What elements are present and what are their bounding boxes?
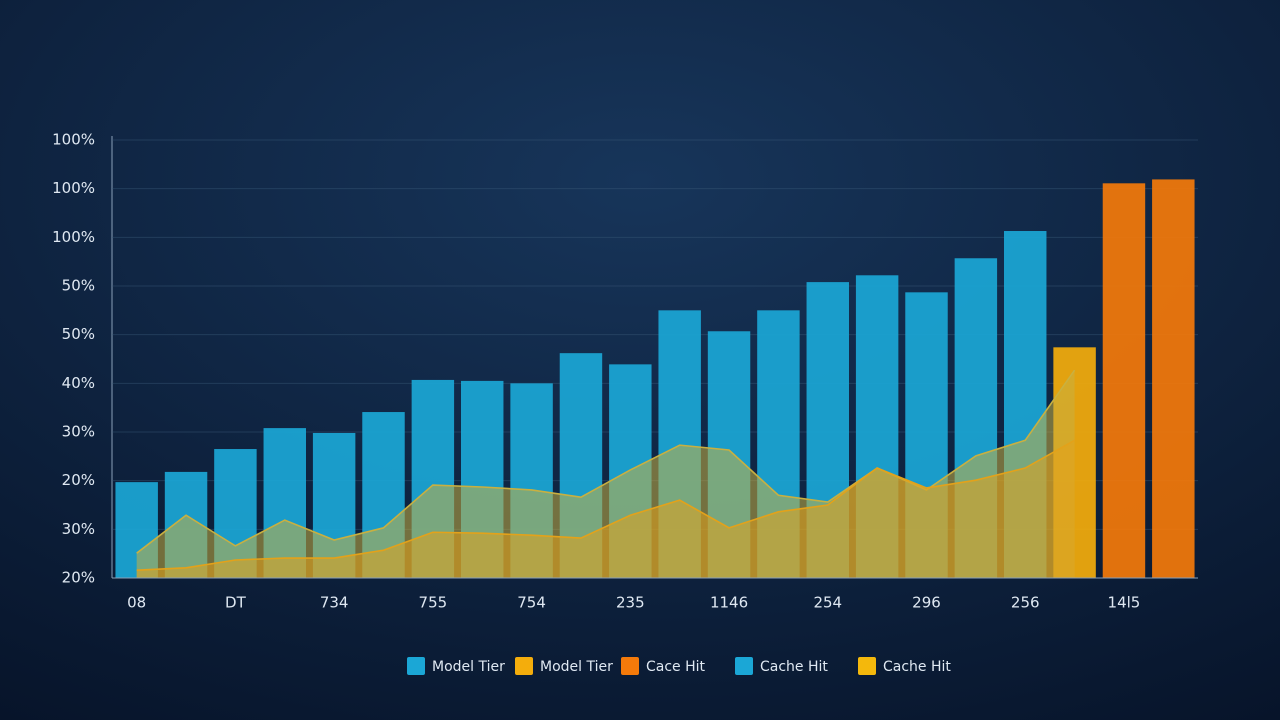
legend-swatch — [407, 657, 425, 675]
bar — [1152, 179, 1195, 579]
y-tick-label: 30% — [62, 520, 95, 538]
area — [136, 440, 1075, 578]
y-tick-label: 50% — [62, 325, 95, 343]
x-tick-label: 14l5 — [1108, 594, 1141, 612]
x-tick-label: 256 — [1011, 594, 1040, 612]
y-tick-label: 100% — [52, 228, 95, 246]
legend-swatch — [858, 657, 876, 675]
x-tick-label: 1146 — [710, 594, 748, 612]
legend-label: Model Tier — [540, 659, 613, 675]
x-tick-label: DT — [225, 594, 247, 612]
y-tick-label: 100% — [52, 179, 95, 197]
x-tick-label: 296 — [912, 594, 941, 612]
legend-label: Cace Hit — [646, 659, 706, 675]
x-tick-label: 235 — [616, 594, 645, 612]
legend-swatch — [515, 657, 533, 675]
x-tick-label: 254 — [813, 594, 842, 612]
legend-label: Cache Hit — [760, 659, 828, 675]
y-tick-label: 20% — [62, 569, 95, 587]
x-tick-label: 754 — [517, 594, 546, 612]
legend-label: Model Tier — [432, 659, 505, 675]
y-tick-label: 50% — [62, 277, 95, 295]
area-line — [136, 439, 1075, 572]
legend-label: Cache Hit — [883, 659, 951, 675]
x-tick-label: 08 — [127, 594, 146, 612]
legend-swatch — [621, 657, 639, 675]
x-tick-label: 755 — [419, 594, 448, 612]
bar — [1102, 183, 1146, 578]
legend-swatch — [735, 657, 753, 675]
y-tick-label: 30% — [62, 423, 95, 441]
y-tick-label: 100% — [52, 131, 95, 149]
y-tick-label: 20% — [62, 471, 95, 489]
y-tick-label: 40% — [62, 374, 95, 392]
x-tick-label: 734 — [320, 594, 349, 612]
